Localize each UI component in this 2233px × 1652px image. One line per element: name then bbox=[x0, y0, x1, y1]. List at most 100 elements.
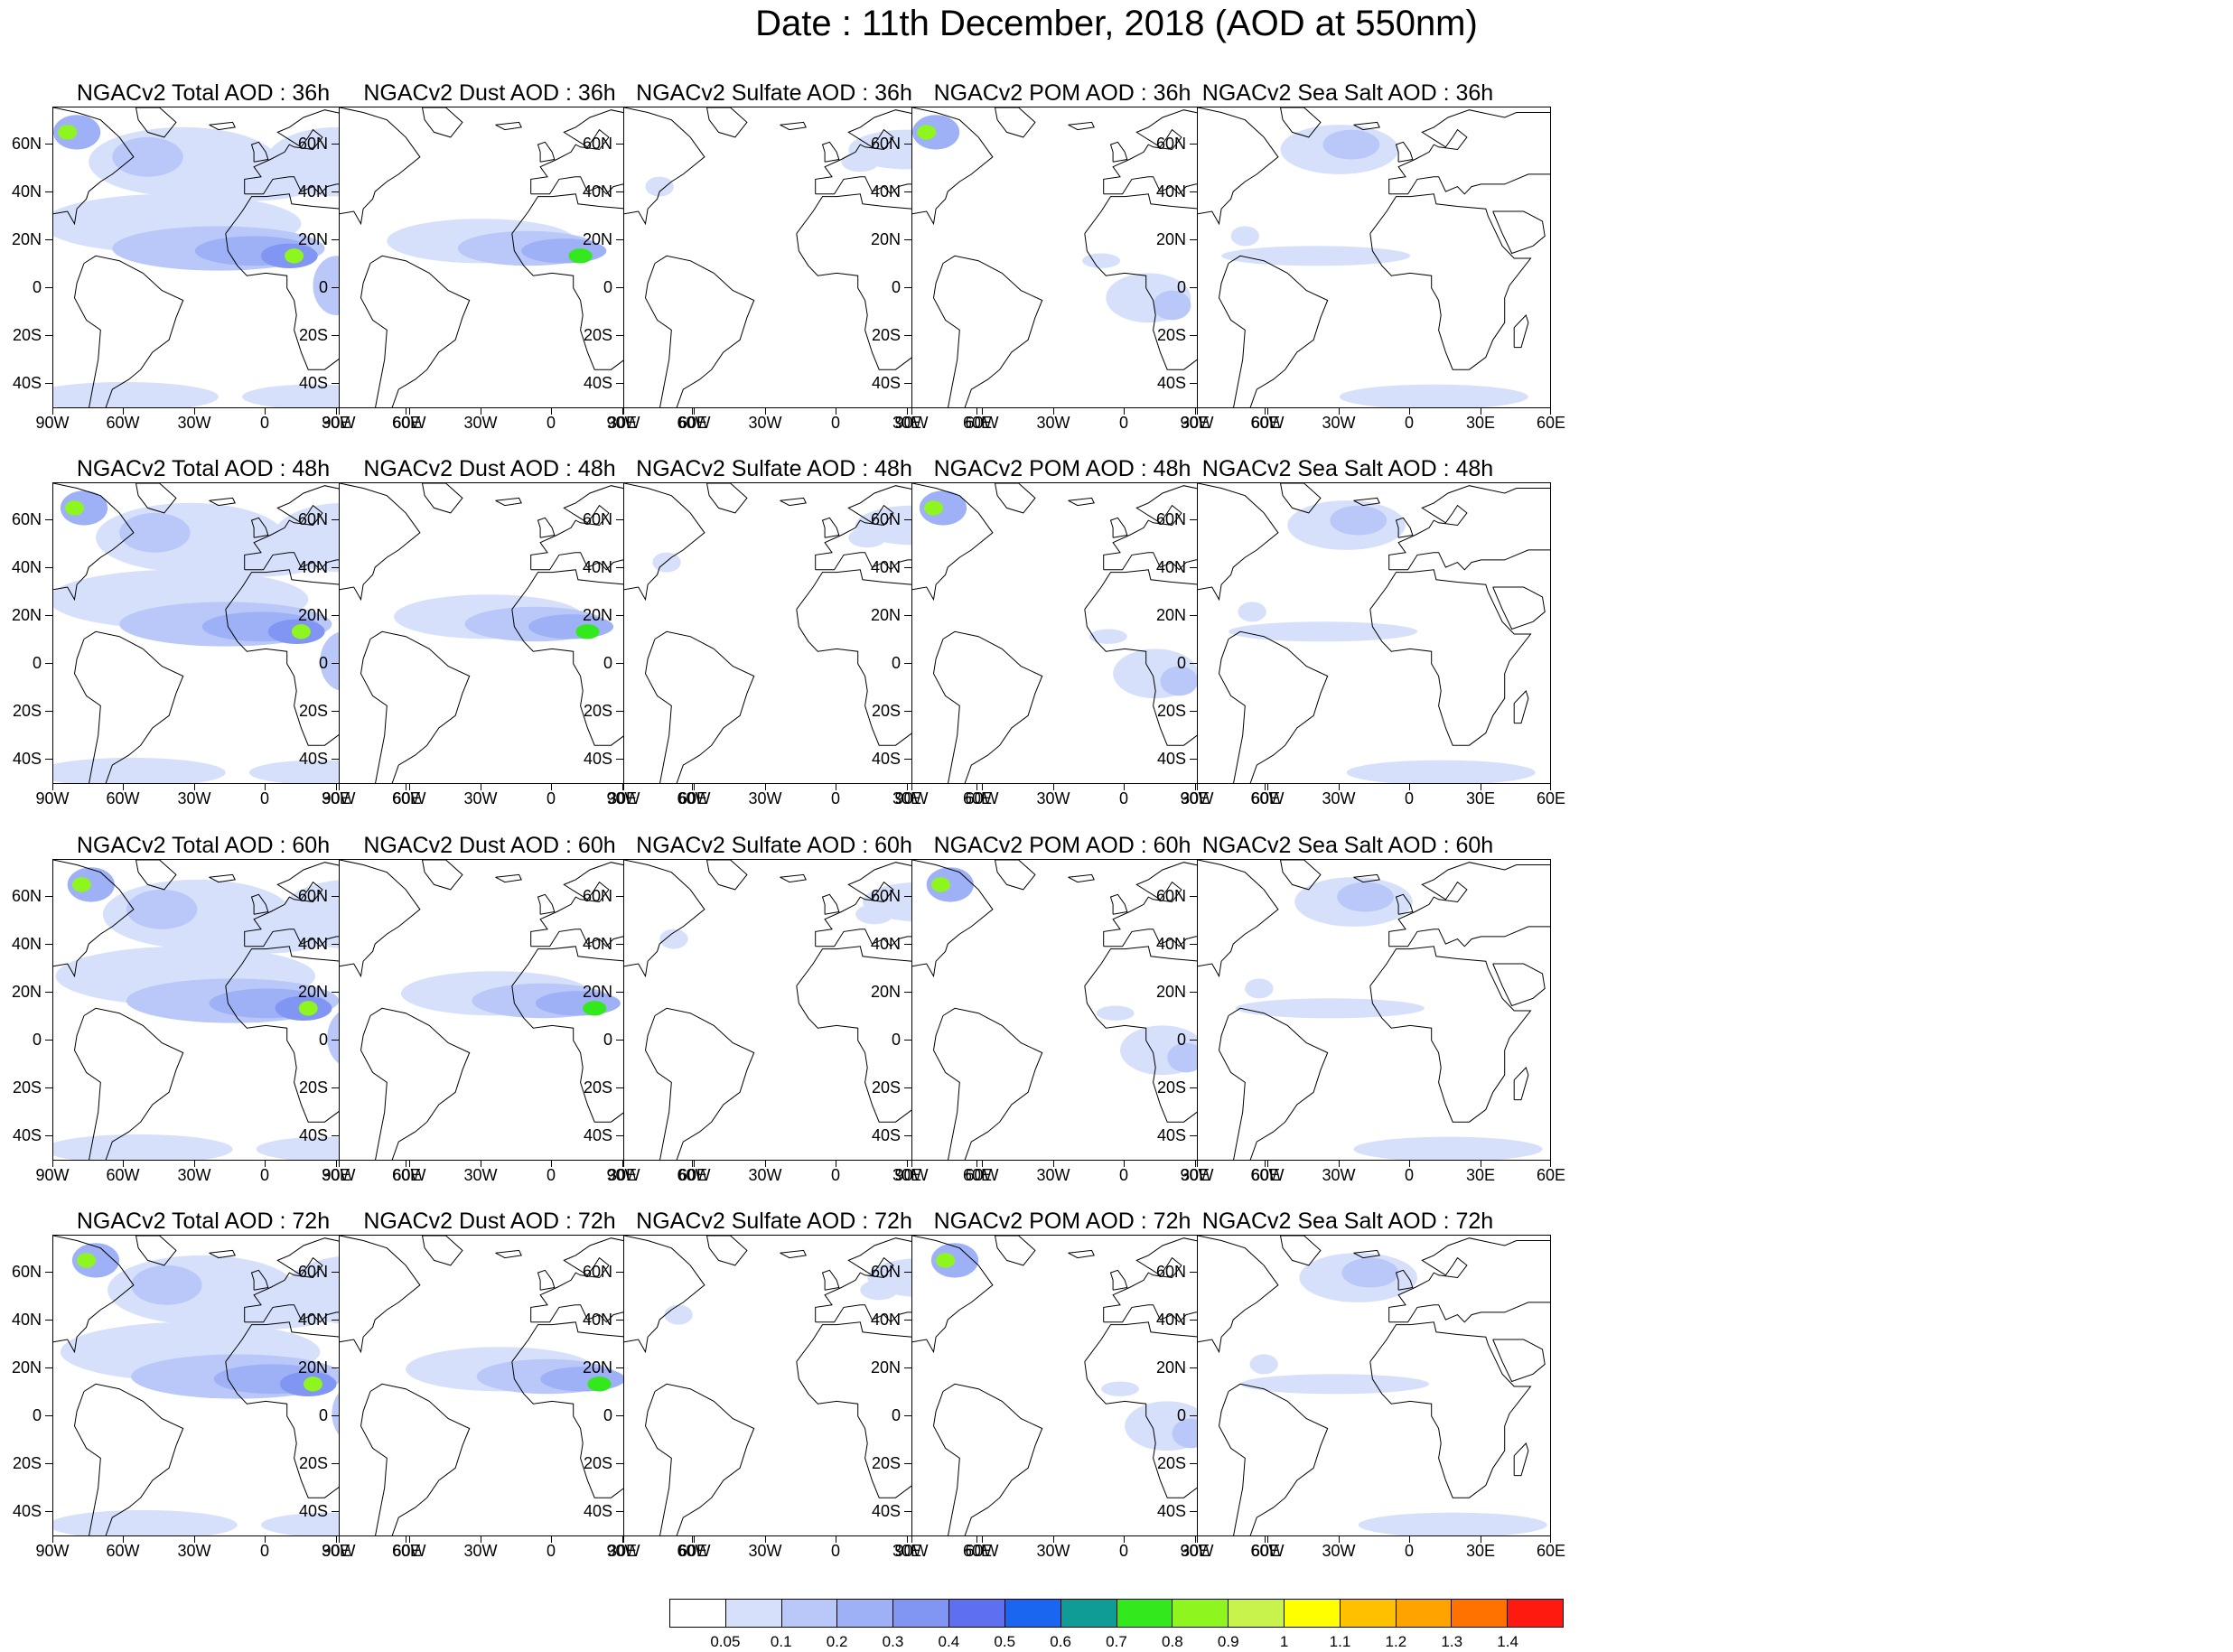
longitude-tick-label: 30W bbox=[463, 1542, 498, 1560]
longitude-tick-label: 60W bbox=[106, 1166, 140, 1184]
longitude-tick-label: 30W bbox=[177, 1166, 211, 1184]
longitude-tick-label: 30W bbox=[1322, 789, 1356, 807]
colorbar-label: 0.8 bbox=[1162, 1633, 1183, 1650]
longitude-tick-label: 60E bbox=[962, 1166, 993, 1184]
longitude-tick-mark bbox=[1550, 1536, 1551, 1543]
longitude-tick-mark bbox=[694, 408, 695, 415]
longitude-tick-label: 0 bbox=[546, 1542, 556, 1560]
latitude-tick-mark bbox=[332, 1415, 339, 1416]
longitude-tick-label: 30E bbox=[892, 1542, 922, 1560]
aod-patch bbox=[645, 176, 674, 197]
longitude-tick-label: 90W bbox=[35, 789, 70, 807]
colorbar-label: 1.2 bbox=[1385, 1633, 1407, 1650]
coastline bbox=[1492, 963, 1546, 1007]
longitude-tick-mark bbox=[1195, 1161, 1196, 1167]
latitude-tick-label: 20N bbox=[582, 230, 612, 248]
aod-patch bbox=[171, 172, 313, 201]
longitude-tick-label: 30W bbox=[177, 789, 211, 807]
latitude-tick-label: 0 bbox=[32, 1031, 42, 1049]
longitude-tick-label: 90W bbox=[35, 414, 70, 432]
map-panel: NGACv2 Sea Salt AOD : 48h 60N 40N 20N 0 20S 40… bbox=[1145, 455, 1565, 821]
longitude-tick-mark bbox=[265, 784, 266, 790]
latitude-tick-mark bbox=[904, 615, 911, 616]
aod-patch bbox=[77, 1253, 97, 1268]
latitude-tick-label: 20N bbox=[297, 1358, 328, 1377]
longitude-tick-label: 0 bbox=[259, 1166, 269, 1184]
longitude-tick-mark bbox=[1195, 1536, 1196, 1543]
latitude-tick-label: 40N bbox=[582, 558, 612, 576]
latitude-tick-label: 20S bbox=[583, 1454, 612, 1472]
coastline bbox=[250, 893, 269, 915]
panel-title: NGACv2 POM AOD : 36h bbox=[933, 80, 1191, 106]
longitude-tick-label: 30W bbox=[1322, 1542, 1356, 1560]
longitude-tick-mark bbox=[622, 784, 623, 790]
longitude-tick-label: 60W bbox=[965, 414, 999, 432]
longitude-tick-mark bbox=[976, 1161, 977, 1167]
latitude-tick-mark bbox=[616, 1415, 623, 1416]
latitude-tick-mark bbox=[904, 383, 911, 384]
aod-patch bbox=[924, 500, 943, 516]
coastline bbox=[1369, 1321, 1532, 1498]
coastline bbox=[53, 1236, 135, 1354]
aod-patch bbox=[185, 924, 328, 954]
coastline bbox=[1395, 141, 1414, 163]
longitude-tick-mark bbox=[123, 1536, 124, 1543]
latitude-tick-label: 20N bbox=[1155, 1358, 1186, 1377]
coastline bbox=[1513, 1442, 1529, 1477]
longitude-tick-mark bbox=[52, 1536, 53, 1543]
longitude-tick-mark bbox=[907, 408, 908, 415]
longitude-tick-label: 0 bbox=[259, 1542, 269, 1560]
aod-patch bbox=[860, 1280, 899, 1301]
latitude-tick-mark bbox=[904, 567, 911, 568]
latitude-tick-mark bbox=[332, 191, 339, 192]
longitude-tick-mark bbox=[623, 408, 624, 415]
latitude-tick-mark bbox=[1190, 1320, 1197, 1321]
coastline bbox=[995, 107, 1036, 138]
longitude-tick-label: 30E bbox=[321, 789, 351, 807]
coastline bbox=[821, 893, 840, 915]
longitude-tick-label: 30W bbox=[748, 414, 782, 432]
longitude-tick-mark bbox=[265, 408, 266, 415]
coastline bbox=[706, 860, 748, 891]
longitude-tick-mark bbox=[1053, 784, 1054, 790]
coastline bbox=[1492, 1339, 1546, 1383]
colorbar-label: 0.05 bbox=[710, 1633, 741, 1650]
longitude-tick-mark bbox=[123, 784, 124, 790]
map-frame bbox=[1197, 1235, 1551, 1536]
longitude-tick-label: 30E bbox=[1465, 789, 1496, 807]
aod-patch bbox=[65, 500, 84, 516]
longitude-tick-mark bbox=[1124, 1161, 1125, 1167]
longitude-tick-mark bbox=[1053, 408, 1054, 415]
latitude-tick-mark bbox=[904, 1415, 911, 1416]
latitude-tick-label: 40N bbox=[1155, 182, 1186, 201]
longitude-tick-mark bbox=[692, 1536, 693, 1543]
latitude-tick-mark bbox=[45, 663, 52, 664]
coastline bbox=[706, 107, 748, 138]
coastline bbox=[1218, 1383, 1329, 1535]
coastline bbox=[912, 483, 994, 602]
latitude-tick-mark bbox=[332, 287, 339, 288]
coastline bbox=[1492, 586, 1546, 630]
latitude-tick-mark bbox=[332, 944, 339, 945]
aod-patch bbox=[587, 1377, 612, 1392]
latitude-tick-label: 60N bbox=[582, 135, 612, 153]
longitude-tick-mark bbox=[1197, 784, 1198, 790]
longitude-tick-label: 60E bbox=[677, 789, 708, 807]
coastline bbox=[530, 862, 692, 947]
latitude-tick-label: 60N bbox=[297, 510, 328, 528]
longitude-tick-mark bbox=[911, 1536, 912, 1543]
latitude-tick-mark bbox=[616, 144, 623, 145]
coastline bbox=[135, 107, 177, 138]
latitude-tick-mark bbox=[332, 992, 339, 993]
aod-patch bbox=[575, 624, 600, 639]
coastline bbox=[644, 630, 755, 783]
longitude-tick-label: 60E bbox=[1250, 789, 1281, 807]
colorbar-cell bbox=[1004, 1600, 1061, 1627]
latitude-tick-mark bbox=[45, 335, 52, 336]
latitude-tick-label: 40N bbox=[1155, 935, 1186, 953]
latitude-tick-mark bbox=[616, 711, 623, 712]
aod-patch bbox=[53, 1134, 233, 1160]
latitude-tick-mark bbox=[616, 615, 623, 616]
latitude-tick-mark bbox=[904, 144, 911, 145]
longitude-tick-mark bbox=[339, 1536, 340, 1543]
